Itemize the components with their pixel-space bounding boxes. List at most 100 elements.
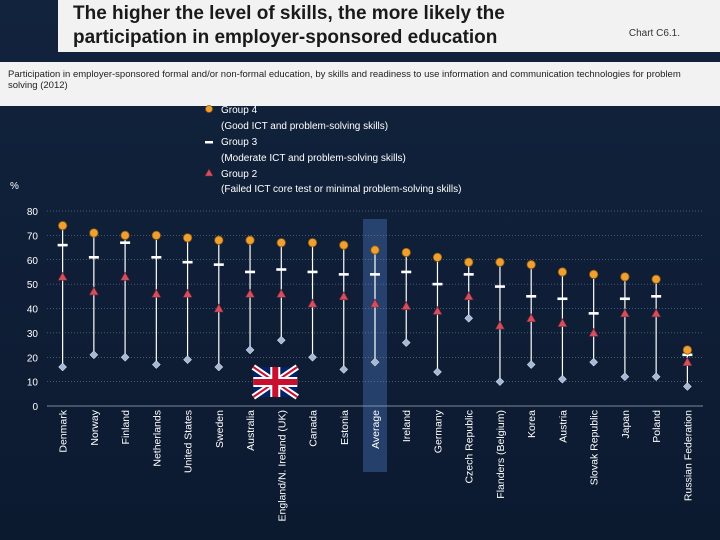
category-label: Russian Federation <box>682 410 694 501</box>
marker-group3 <box>494 285 505 288</box>
marker-lowest <box>558 374 567 384</box>
y-tick-label: 50 <box>27 280 39 291</box>
chart-subtitle: Participation in employer-sponsored form… <box>8 69 681 91</box>
y-tick-label: 30 <box>27 329 39 340</box>
marker-group3 <box>182 260 193 264</box>
marker-group3 <box>213 263 224 266</box>
category-label: Ireland <box>401 410 413 442</box>
marker-group3 <box>619 297 630 301</box>
marker-group4 <box>120 230 130 240</box>
marker-group3 <box>651 295 662 298</box>
marker-group3 <box>432 282 443 286</box>
marker-group4 <box>214 235 224 245</box>
marker-group4 <box>401 247 411 258</box>
y-tick-label: 70 <box>27 231 39 242</box>
marker-group2 <box>557 318 568 327</box>
marker-group3 <box>588 312 599 315</box>
marker-group2 <box>307 298 318 308</box>
category-label: Estonia <box>339 410 351 445</box>
marker-lowest <box>151 360 161 369</box>
marker-lowest <box>401 338 411 347</box>
category-label: Poland <box>651 410 663 443</box>
category-label: Japan <box>620 410 632 439</box>
marker-group3 <box>120 241 131 244</box>
category-label: Flanders (Belgium) <box>495 410 507 499</box>
marker-group4 <box>432 252 443 262</box>
marker-lowest <box>464 313 474 323</box>
category-label: Czech Republic <box>464 410 476 484</box>
legend-group3-label: Group 3 <box>221 137 258 148</box>
marker-group2 <box>57 271 68 281</box>
title-box: The higher the level of skills, the more… <box>58 0 528 52</box>
marker-group3 <box>245 270 256 274</box>
marker-group2 <box>88 286 99 296</box>
marker-lowest <box>120 352 130 362</box>
marker-group4 <box>245 235 255 245</box>
marker-group4 <box>151 230 161 240</box>
marker-group2 <box>401 300 412 310</box>
category-label: Slovak Republic <box>589 410 601 485</box>
marker-group2 <box>463 291 474 301</box>
marker-group3 <box>276 268 287 271</box>
axis-labels: 0 10 20 30 40 50 60 70 80 Denmark Norway Finland Net… <box>27 207 695 521</box>
marker-group3 <box>682 353 693 357</box>
category-label: United States <box>183 410 195 473</box>
category-label: Norway <box>89 409 101 445</box>
marker-group3 <box>88 256 99 259</box>
marker-lowest <box>339 365 349 374</box>
marker-lowest <box>58 362 67 372</box>
flag-layer <box>251 364 299 400</box>
marker-group2 <box>245 288 256 298</box>
category-label: Denmark <box>58 409 70 452</box>
y-tick-label: 80 <box>27 207 39 218</box>
marker-group2 <box>276 288 287 298</box>
legend-group3-icon <box>205 141 213 144</box>
marker-group4 <box>526 260 536 270</box>
marker-group2 <box>369 298 381 308</box>
category-label: Sweden <box>214 410 226 448</box>
marker-group4 <box>557 267 568 277</box>
marker-lowest <box>183 355 192 365</box>
legend-group2-label: Group 2 <box>221 169 258 180</box>
marker-group2 <box>151 288 162 298</box>
marker-lowest <box>683 382 692 391</box>
category-label: Korea <box>526 410 538 438</box>
marker-lowest <box>589 357 599 367</box>
uk-flag-icon <box>251 364 299 400</box>
legend-group2-icon <box>204 168 214 177</box>
marker-group4 <box>182 233 193 243</box>
marker-lowest <box>214 362 224 372</box>
chart-legend: Group 4 (Good ICT and problem-solving sk… <box>10 105 461 195</box>
legend-group4-icon <box>205 105 213 113</box>
marker-group3 <box>401 270 412 274</box>
marker-group4 <box>464 257 474 267</box>
legend-group4-desc: (Good ICT and problem-solving skills) <box>221 121 388 132</box>
y-tick-label: 40 <box>27 305 39 316</box>
marker-lowest <box>308 352 317 362</box>
marker-group4 <box>307 238 318 248</box>
category-label: Netherlands <box>151 410 163 467</box>
marker-lowest <box>89 350 99 360</box>
marker-group3 <box>370 273 380 276</box>
marker-group4 <box>58 221 68 231</box>
marker-group2 <box>120 271 131 281</box>
marker-lowest <box>370 357 380 367</box>
y-tick-label: 10 <box>27 378 39 389</box>
marker-group3 <box>463 273 474 276</box>
title-line-2: participation in employer-sponsored educ… <box>73 27 498 48</box>
marker-group4 <box>370 245 380 255</box>
marker-lowest <box>526 360 536 369</box>
marker-lowest <box>495 377 505 386</box>
markers <box>57 221 693 391</box>
y-axis-unit-label: % <box>10 181 19 192</box>
category-label: England/N. Ireland (UK) <box>276 410 288 521</box>
marker-group4 <box>89 228 99 238</box>
category-label: Germany <box>432 409 444 453</box>
category-label: Australia <box>245 410 257 451</box>
y-tick-label: 60 <box>27 256 39 267</box>
marker-group2 <box>494 320 505 330</box>
marker-group4 <box>682 345 692 355</box>
title-line-1: The higher the level of skills, the more… <box>73 3 505 24</box>
